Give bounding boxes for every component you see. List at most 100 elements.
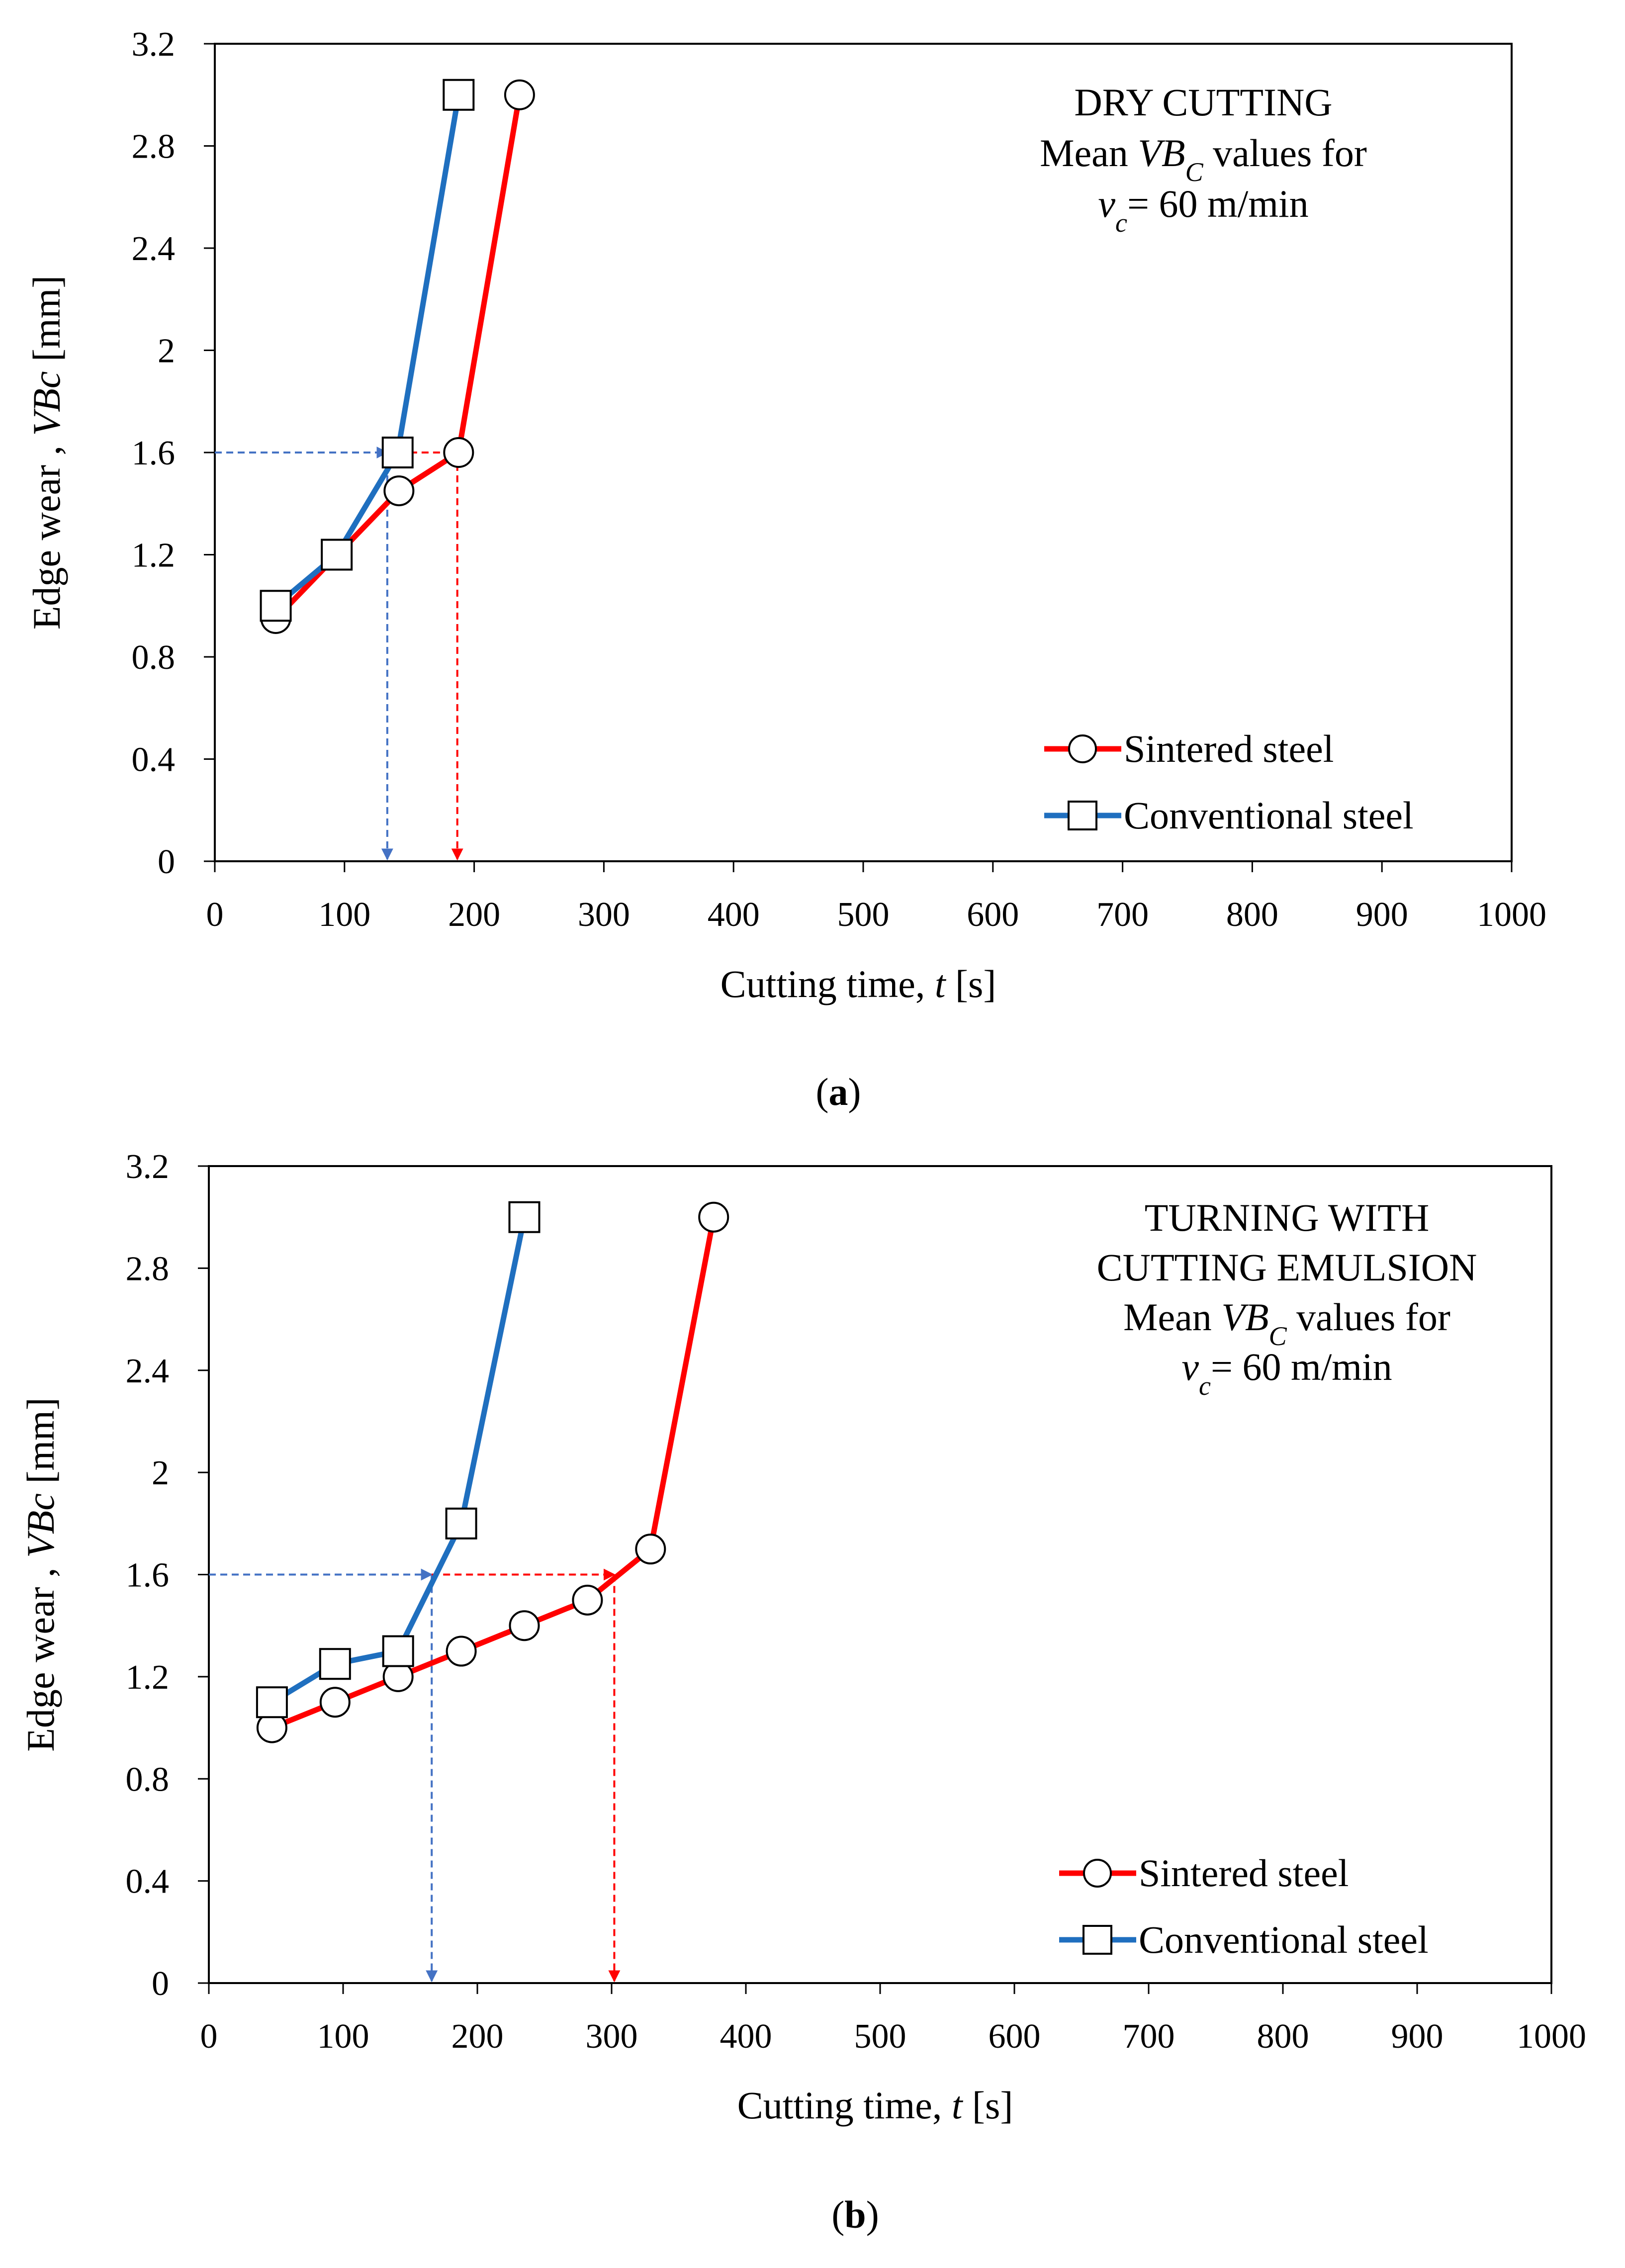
y-tick-label: 2.8 bbox=[126, 1250, 170, 1288]
y-tick-label: 0.4 bbox=[132, 741, 176, 779]
x-tick-label: 600 bbox=[989, 2017, 1041, 2056]
data-point-circle bbox=[383, 475, 415, 507]
chart-annotation-part: v bbox=[1098, 182, 1115, 225]
x-tick-label: 1000 bbox=[1477, 896, 1546, 934]
chart-annotation-part: c bbox=[1115, 208, 1127, 238]
y-tick-label: 1.2 bbox=[126, 1658, 170, 1697]
legend-marker-circle bbox=[1068, 734, 1097, 763]
y-tick-label: 2 bbox=[158, 332, 175, 370]
x-tick-label: 0 bbox=[206, 896, 224, 934]
data-point-circle bbox=[504, 79, 535, 110]
x-axis-label-part: [s] bbox=[963, 2084, 1013, 2127]
x-tick-label: 200 bbox=[448, 896, 500, 934]
panel-label: (b) bbox=[831, 2193, 879, 2236]
y-axis-label-part: VBc bbox=[19, 1493, 62, 1558]
data-point-circle bbox=[635, 1534, 666, 1565]
x-tick-label: 100 bbox=[318, 896, 370, 934]
chart-annotation-part: = 60 m/min bbox=[1127, 182, 1309, 225]
data-point-square bbox=[321, 539, 353, 571]
y-axis-label: Edge wear , VBc [mm] bbox=[25, 275, 68, 630]
panel-label-paren: ) bbox=[848, 1070, 861, 1113]
x-tick-label: 0 bbox=[200, 2017, 218, 2056]
y-tick-label: 3.2 bbox=[132, 25, 176, 64]
y-axis-label-part: Edge wear , bbox=[19, 1558, 62, 1752]
x-tick-label: 500 bbox=[837, 896, 890, 934]
data-point-circle bbox=[446, 1635, 477, 1667]
x-axis-label: Cutting time, t [s] bbox=[721, 962, 996, 1005]
chart-annotation-part: values for bbox=[1203, 131, 1367, 175]
data-point-circle bbox=[698, 1201, 729, 1233]
x-axis-label-part: Cutting time, bbox=[721, 962, 935, 1005]
y-tick-label: 0 bbox=[158, 843, 175, 881]
x-tick-label: 800 bbox=[1226, 896, 1278, 934]
y-tick-label: 0.8 bbox=[126, 1760, 170, 1799]
x-tick-label: 700 bbox=[1123, 2017, 1175, 2056]
x-tick-label: 500 bbox=[854, 2017, 906, 2056]
data-point-square bbox=[381, 437, 414, 468]
legend-marker-circle bbox=[1083, 1859, 1112, 1888]
legend-label: Conventional steel bbox=[1139, 1918, 1429, 1961]
chart-annotation-part: C bbox=[1269, 1321, 1287, 1351]
y-tick-label: 1.2 bbox=[132, 537, 176, 575]
chart-annotation-line: TURNING WITH bbox=[1145, 1196, 1430, 1239]
data-point-circle bbox=[443, 437, 474, 468]
x-tick-label: 300 bbox=[578, 896, 630, 934]
data-point-circle bbox=[509, 1610, 540, 1641]
data-point-square bbox=[319, 1648, 351, 1680]
series-line bbox=[274, 94, 461, 608]
y-axis-label-part: [mm] bbox=[25, 275, 68, 371]
y-tick-label: 0 bbox=[152, 1965, 169, 2003]
legend-marker-square bbox=[1068, 801, 1097, 830]
y-tick-label: 2.4 bbox=[132, 230, 176, 268]
y-axis-label-part: Edge wear , bbox=[25, 436, 68, 630]
chart-annotation-part: values for bbox=[1287, 1295, 1450, 1339]
y-tick-label: 2.8 bbox=[132, 128, 176, 166]
y-tick-label: 1.6 bbox=[126, 1556, 170, 1595]
data-point-square bbox=[256, 1686, 288, 1719]
x-tick-label: 400 bbox=[708, 896, 760, 934]
chart-annotation-part: TURNING WITH bbox=[1145, 1196, 1430, 1239]
x-axis-label-part: t bbox=[935, 962, 947, 1005]
chart-annotation-part: CUTTING EMULSION bbox=[1097, 1246, 1477, 1289]
panel-label-paren: ( bbox=[831, 2193, 844, 2236]
x-tick-label: 700 bbox=[1096, 896, 1149, 934]
data-point-circle bbox=[572, 1584, 603, 1616]
y-tick-label: 1.6 bbox=[132, 434, 176, 472]
data-point-circle bbox=[319, 1687, 351, 1718]
x-axis-label-part: Cutting time, bbox=[737, 2084, 952, 2127]
panel-label-letter: a bbox=[829, 1070, 848, 1113]
chart-annotation-part: c bbox=[1199, 1371, 1211, 1401]
chart-annotation-part: Mean bbox=[1040, 131, 1138, 175]
y-tick-label: 2 bbox=[152, 1454, 169, 1492]
chart-annotation-part: Mean bbox=[1123, 1295, 1221, 1339]
x-axis-label: Cutting time, t [s] bbox=[737, 2084, 1013, 2127]
x-tick-label: 400 bbox=[720, 2017, 772, 2056]
data-point-square bbox=[382, 1635, 414, 1667]
data-point-square bbox=[260, 590, 292, 622]
chart-annotation-line: DRY CUTTING bbox=[1074, 81, 1332, 124]
x-tick-label: 1000 bbox=[1517, 2017, 1586, 2056]
series-line bbox=[273, 94, 523, 621]
series-line bbox=[271, 1216, 527, 1705]
y-tick-label: 0.4 bbox=[126, 1863, 170, 1901]
legend-label: Sintered steel bbox=[1124, 727, 1334, 770]
chart-annotation-part: VB bbox=[1221, 1295, 1268, 1339]
chart-annotation-part: DRY CUTTING bbox=[1074, 81, 1332, 124]
chart-annotation-line: vc= 60 m/min bbox=[1098, 182, 1308, 238]
x-tick-label: 800 bbox=[1257, 2017, 1309, 2056]
chart-annotation-part: v bbox=[1181, 1345, 1199, 1388]
panel-label-paren: ) bbox=[866, 2193, 879, 2236]
chart-annotation-line: CUTTING EMULSION bbox=[1097, 1246, 1477, 1289]
y-axis-label-part: [mm] bbox=[19, 1397, 62, 1493]
x-tick-label: 300 bbox=[586, 2017, 638, 2056]
x-axis-label-part: t bbox=[952, 2084, 964, 2127]
legend-marker-square bbox=[1083, 1925, 1112, 1955]
legend-label: Sintered steel bbox=[1139, 1851, 1349, 1895]
chart-panel-a: 0 100 200 300 400 500 600 700 800 900 1000 0 0.4 0.8 1… bbox=[25, 25, 1546, 1113]
x-tick-label: 900 bbox=[1391, 2017, 1444, 2056]
chart-annotation-line: Mean VBC values for bbox=[1040, 131, 1367, 187]
chart-panel-b: 0 100 200 300 400 500 600 700 800 900 1000 0 0.4 0.8 1… bbox=[19, 1148, 1586, 2236]
legend-label: Conventional steel bbox=[1124, 794, 1414, 837]
data-point-square bbox=[508, 1201, 541, 1233]
